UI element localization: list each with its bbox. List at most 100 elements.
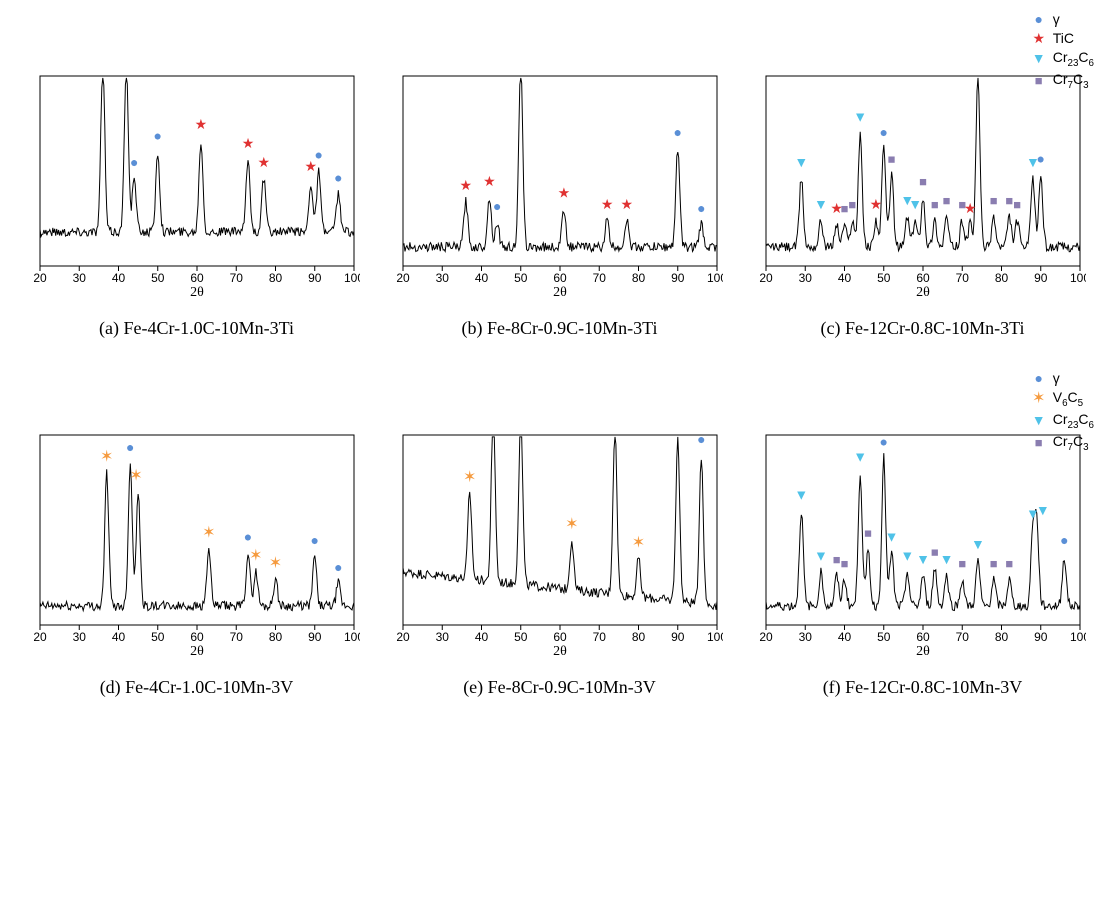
peak-marker-V6C5: ✶ (100, 449, 113, 466)
legend-label: V6C5 (1053, 388, 1083, 410)
plot-area: ●γ★TiC▼Cr23C6■Cr7C320304050607080901002θ… (746, 20, 1099, 300)
peak-marker-gamma: ● (126, 439, 134, 455)
legend: ●γ✶ V6C5 ▼ Cr23C6■Cr7C3 (1031, 369, 1094, 454)
svg-text:20: 20 (33, 630, 47, 644)
peak-marker-Cr7C3: ■ (833, 552, 841, 567)
peak-marker-TiC: ★ (964, 200, 977, 216)
svg-text:60: 60 (916, 271, 930, 285)
peak-marker-Cr23C6: ▼ (971, 536, 985, 552)
panel-f: ●γ✶V6C5▼Cr23C6■Cr7C320304050607080901002… (746, 379, 1099, 698)
peak-marker-Cr23C6: ▼ (900, 547, 914, 563)
xrd-plot-f: 20304050607080901002θ▼▼■■▼■●▼▼▼■▼■▼■■▼▼● (746, 429, 1086, 659)
panel-caption: (d) Fe-4Cr-1.0C-10Mn-3V (20, 677, 373, 698)
peak-marker-Cr23C6: ▼ (814, 196, 828, 212)
peak-marker-Cr7C3: ■ (1005, 193, 1013, 208)
svg-text:40: 40 (112, 271, 126, 285)
plot-area: 20304050607080901002θ★★●●★★★●● (383, 20, 736, 300)
peak-marker-gamma: ● (880, 433, 888, 449)
peak-marker-V6C5: ✶ (129, 468, 142, 485)
peak-marker-gamma: ● (311, 532, 319, 548)
svg-text:2θ: 2θ (190, 644, 204, 659)
peak-marker-V6C5: ✶ (463, 469, 476, 486)
V6C5-icon: ✶ (1031, 388, 1047, 410)
legend-label: TiC (1053, 29, 1074, 48)
panel-d: 20304050607080901002θ✶●✶✶●✶✶●●(d) Fe-4Cr… (20, 379, 373, 698)
legend-item-gamma: ●γ (1031, 369, 1094, 388)
peak-marker-Cr7C3: ■ (943, 193, 951, 208)
svg-text:20: 20 (396, 630, 410, 644)
peak-marker-V6C5: ✶ (269, 555, 282, 572)
panel-caption: (a) Fe-4Cr-1.0C-10Mn-3Ti (20, 318, 373, 339)
svg-text:30: 30 (799, 630, 813, 644)
svg-text:90: 90 (308, 271, 322, 285)
legend-item-gamma: ●γ (1031, 10, 1094, 29)
svg-text:2θ: 2θ (553, 285, 567, 300)
svg-text:60: 60 (190, 271, 204, 285)
svg-text:80: 80 (632, 271, 646, 285)
svg-text:100: 100 (344, 271, 360, 285)
svg-text:60: 60 (916, 630, 930, 644)
svg-text:90: 90 (671, 271, 685, 285)
svg-text:50: 50 (151, 630, 165, 644)
gamma-icon: ● (1031, 10, 1047, 29)
svg-text:40: 40 (838, 630, 852, 644)
peak-marker-gamma: ● (244, 528, 252, 544)
peak-marker-gamma: ● (493, 198, 501, 214)
Cr7C3-icon: ■ (1031, 72, 1047, 90)
panel-b: 20304050607080901002θ★★●●★★★●●(b) Fe-8Cr… (383, 20, 736, 339)
peak-marker-TiC: ★ (601, 196, 614, 212)
Cr23C6-icon: ▼ (1031, 411, 1047, 430)
svg-text:50: 50 (877, 271, 891, 285)
plot-area: 20304050607080901002θ★★●●★★★★●● (20, 20, 373, 300)
xrd-plot-a: 20304050607080901002θ★★●●★★★★●● (20, 70, 360, 300)
panel-caption: (b) Fe-8Cr-0.9C-10Mn-3Ti (383, 318, 736, 339)
peak-marker-Cr7C3: ■ (848, 197, 856, 212)
peak-marker-Cr23C6: ▼ (794, 154, 808, 170)
legend-item-Cr7C3: ■Cr7C3 (1031, 70, 1094, 92)
peak-marker-Cr7C3: ■ (841, 556, 849, 571)
legend-item-TiC: ★TiC (1031, 29, 1094, 48)
peak-marker-Cr7C3: ■ (990, 193, 998, 208)
svg-text:80: 80 (269, 630, 283, 644)
peak-marker-gamma: ● (154, 128, 162, 144)
peak-marker-gamma: ● (314, 147, 322, 163)
panel-caption: (e) Fe-8Cr-0.9C-10Mn-3V (383, 677, 736, 698)
Cr23C6-icon: ▼ (1031, 49, 1047, 68)
peak-marker-Cr7C3: ■ (864, 526, 872, 541)
svg-text:90: 90 (1034, 271, 1048, 285)
peak-marker-Cr7C3: ■ (841, 201, 849, 216)
peak-marker-Cr23C6: ▼ (908, 196, 922, 212)
svg-text:70: 70 (230, 271, 244, 285)
svg-text:100: 100 (1070, 271, 1086, 285)
panel-a: 20304050607080901002θ★★●●★★★★●●(a) Fe-4C… (20, 20, 373, 339)
svg-text:60: 60 (553, 630, 567, 644)
peak-marker-gamma: ● (334, 559, 342, 575)
legend-item-Cr23C6: ▼ Cr23C6 (1031, 48, 1094, 70)
peak-marker-V6C5: ✶ (487, 429, 500, 430)
peak-marker-TiC: ★ (460, 177, 473, 193)
svg-text:80: 80 (995, 271, 1009, 285)
peak-marker-V6C5: ✶ (565, 516, 578, 533)
legend-label: Cr23C6 (1053, 48, 1094, 70)
svg-text:30: 30 (436, 271, 450, 285)
svg-text:80: 80 (632, 630, 646, 644)
svg-text:100: 100 (1070, 630, 1086, 644)
peak-marker-gamma: ● (130, 154, 138, 170)
Cr7C3-icon: ■ (1031, 434, 1047, 452)
svg-text:2θ: 2θ (553, 644, 567, 659)
xrd-plot-b: 20304050607080901002θ★★●●★★★●● (383, 70, 723, 300)
svg-text:2θ: 2θ (916, 285, 930, 300)
svg-text:80: 80 (995, 630, 1009, 644)
svg-text:70: 70 (956, 630, 970, 644)
svg-text:70: 70 (593, 271, 607, 285)
legend-item-Cr7C3: ■Cr7C3 (1031, 432, 1094, 454)
panel-c: ●γ★TiC▼Cr23C6■Cr7C320304050607080901002θ… (746, 20, 1099, 339)
svg-text:100: 100 (707, 271, 723, 285)
legend-label: Cr23C6 (1053, 410, 1094, 432)
svg-text:70: 70 (956, 271, 970, 285)
peak-marker-TiC: ★ (620, 196, 633, 212)
peak-marker-Cr7C3: ■ (931, 545, 939, 560)
svg-text:100: 100 (344, 630, 360, 644)
peak-marker-gamma: ● (697, 200, 705, 216)
svg-text:50: 50 (151, 271, 165, 285)
